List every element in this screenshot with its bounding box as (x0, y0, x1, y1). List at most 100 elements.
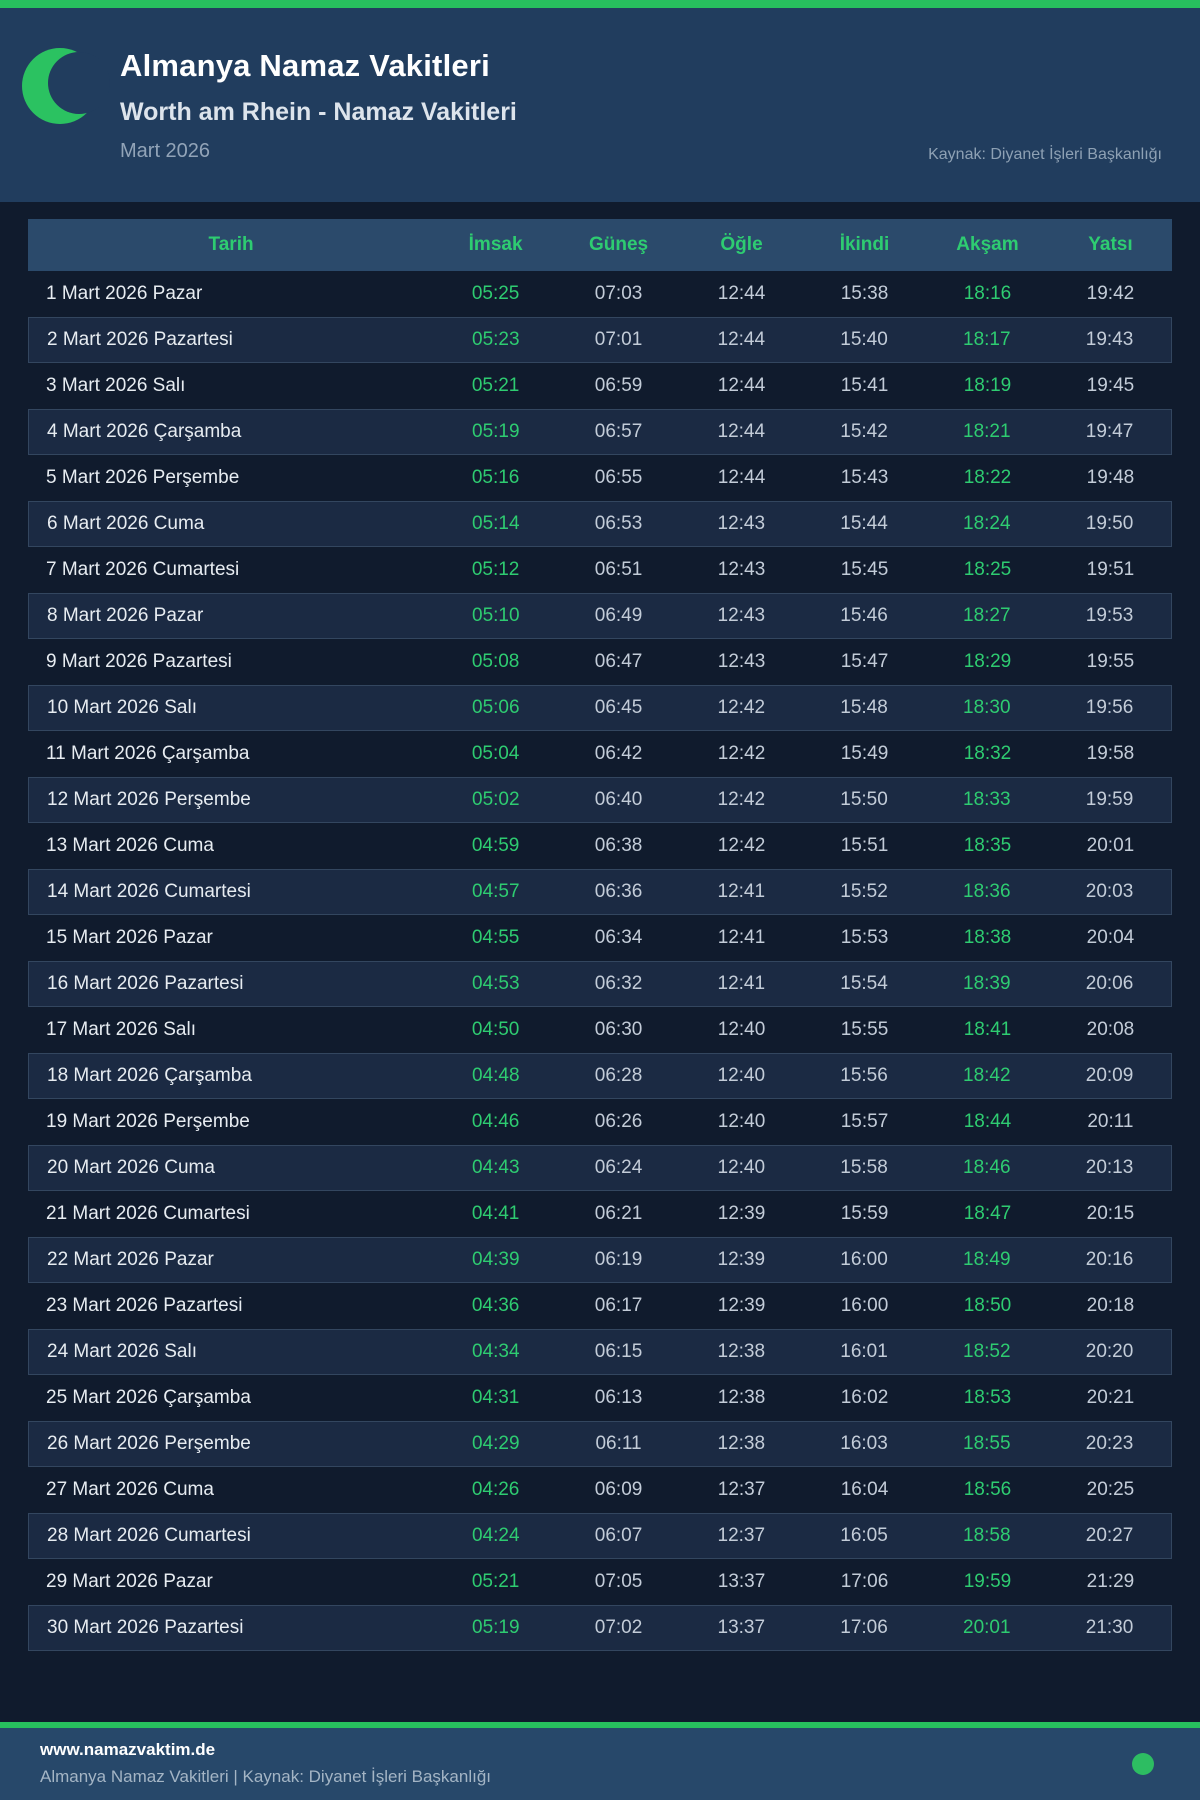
date-cell: 15 Mart 2026 Pazar (46, 927, 213, 948)
imsak-time-cell: 04:41 (471, 1203, 520, 1224)
imsak-time-cell: 04:24 (472, 1525, 520, 1546)
location-subtitle: Worth am Rhein - Namaz Vakitleri (120, 98, 517, 126)
yatsi-time-cell: 20:13 (1085, 1157, 1134, 1178)
yatsi-time-cell: 20:18 (1086, 1295, 1135, 1316)
ikindi-time-cell: 15:38 (840, 283, 889, 304)
ogle-time-cell: 12:41 (717, 973, 766, 994)
table-row: 27 Mart 2026 Cuma 04:26 06:09 12:37 16:04 18:… (28, 1467, 1172, 1513)
gunes-time-cell: 06:59 (594, 375, 643, 396)
date-cell: 9 Mart 2026 Pazartesi (46, 651, 232, 672)
date-cell: 30 Mart 2026 Pazartesi (47, 1617, 244, 1638)
yatsi-time-cell: 20:27 (1085, 1525, 1134, 1546)
gunes-time-cell: 06:45 (594, 697, 643, 718)
aksam-time-cell: 18:46 (963, 1157, 1011, 1178)
table-row: 21 Mart 2026 Cumartesi 04:41 06:21 12:39 15:… (28, 1191, 1172, 1237)
imsak-time-cell: 05:21 (471, 1571, 520, 1592)
top-accent-bar (0, 0, 1200, 8)
imsak-time-cell: 04:39 (472, 1249, 520, 1270)
ogle-time-cell: 12:42 (717, 789, 766, 810)
column-header-ikindi: İkindi (839, 234, 890, 255)
page-title: Almanya Namaz Vakitleri (120, 48, 490, 83)
date-cell: 18 Mart 2026 Çarşamba (47, 1065, 252, 1086)
yatsi-time-cell: 19:55 (1086, 651, 1135, 672)
table-row: 1 Mart 2026 Pazar 05:25 07:03 12:44 15:38 18:… (28, 271, 1172, 317)
ikindi-time-cell: 15:45 (840, 559, 889, 580)
ikindi-time-cell: 16:02 (840, 1387, 889, 1408)
yatsi-time-cell: 20:03 (1085, 881, 1134, 902)
table-row: 15 Mart 2026 Pazar 04:55 06:34 12:41 15:53 18… (28, 915, 1172, 961)
aksam-time-cell: 18:24 (963, 513, 1011, 534)
yatsi-time-cell: 20:15 (1086, 1203, 1135, 1224)
ogle-time-cell: 12:38 (717, 1341, 766, 1362)
column-header-gunes: Güneş (589, 234, 649, 255)
imsak-time-cell: 04:50 (471, 1019, 520, 1040)
imsak-time-cell: 04:46 (471, 1111, 520, 1132)
table-row: 5 Mart 2026 Perşembe 05:16 06:55 12:44 15:43… (28, 455, 1172, 501)
yatsi-time-cell: 20:04 (1086, 927, 1135, 948)
ogle-time-cell: 12:37 (717, 1525, 766, 1546)
table-row: 25 Mart 2026 Çarşamba 04:31 06:13 12:38 16:0… (28, 1375, 1172, 1421)
ikindi-time-cell: 15:59 (840, 1203, 889, 1224)
table-row: 12 Mart 2026 Perşembe 05:02 06:40 12:42 15:5… (28, 777, 1172, 823)
date-cell: 7 Mart 2026 Cumartesi (46, 559, 240, 580)
table-row: 24 Mart 2026 Salı 04:34 06:15 12:38 16:01 18:… (28, 1329, 1172, 1375)
yatsi-time-cell: 19:51 (1086, 559, 1135, 580)
ikindi-time-cell: 15:40 (840, 329, 888, 350)
website-url: www.namazvaktim.de (40, 1740, 216, 1759)
aksam-time-cell: 18:29 (963, 651, 1012, 672)
date-cell: 19 Mart 2026 Perşembe (46, 1111, 250, 1132)
gunes-time-cell: 06:30 (594, 1019, 643, 1040)
aksam-time-cell: 18:53 (963, 1387, 1012, 1408)
imsak-time-cell: 05:16 (471, 467, 520, 488)
yatsi-time-cell: 19:50 (1085, 513, 1134, 534)
imsak-time-cell: 05:14 (472, 513, 520, 534)
table-row: 19 Mart 2026 Perşembe 04:46 06:26 12:40 15:5… (28, 1099, 1172, 1145)
page-footer: www.namazvaktim.de Almanya Namaz Vakitle… (0, 1728, 1200, 1800)
aksam-time-cell: 18:41 (963, 1019, 1012, 1040)
gunes-time-cell: 06:13 (594, 1387, 643, 1408)
ikindi-time-cell: 15:57 (840, 1111, 889, 1132)
yatsi-time-cell: 19:59 (1085, 789, 1134, 810)
column-header-imsak: İmsak (468, 234, 523, 255)
aksam-time-cell: 18:30 (963, 697, 1011, 718)
ogle-time-cell: 12:39 (717, 1295, 766, 1316)
footer-tagline: Almanya Namaz Vakitleri | Kaynak: Diyane… (40, 1767, 492, 1786)
imsak-time-cell: 05:12 (471, 559, 520, 580)
table-row: 14 Mart 2026 Cumartesi 04:57 06:36 12:41 15:… (28, 869, 1172, 915)
ikindi-time-cell: 16:04 (840, 1479, 889, 1500)
gunes-time-cell: 06:26 (594, 1111, 643, 1132)
ikindi-time-cell: 16:00 (840, 1295, 889, 1316)
imsak-time-cell: 04:34 (472, 1341, 520, 1362)
ogle-time-cell: 12:44 (717, 421, 766, 442)
ogle-time-cell: 13:37 (717, 1571, 766, 1592)
date-cell: 11 Mart 2026 Çarşamba (46, 743, 250, 764)
aksam-time-cell: 18:19 (963, 375, 1012, 396)
ogle-time-cell: 12:44 (717, 375, 766, 396)
ikindi-time-cell: 17:06 (840, 1571, 889, 1592)
ikindi-time-cell: 16:00 (840, 1249, 888, 1270)
yatsi-time-cell: 21:30 (1085, 1617, 1134, 1638)
table-row: 29 Mart 2026 Pazar 05:21 07:05 13:37 17:06 19… (28, 1559, 1172, 1605)
aksam-time-cell: 18:50 (963, 1295, 1012, 1316)
ogle-time-cell: 12:38 (717, 1433, 766, 1454)
date-cell: 3 Mart 2026 Salı (46, 375, 186, 396)
gunes-time-cell: 06:53 (594, 513, 643, 534)
ogle-time-cell: 12:40 (717, 1157, 766, 1178)
aksam-time-cell: 18:17 (963, 329, 1011, 350)
table-row: 22 Mart 2026 Pazar 04:39 06:19 12:39 16:00 18… (28, 1237, 1172, 1283)
ogle-time-cell: 12:42 (717, 697, 766, 718)
ikindi-time-cell: 15:41 (840, 375, 889, 396)
aksam-time-cell: 18:16 (963, 283, 1012, 304)
ogle-time-cell: 12:41 (717, 881, 766, 902)
date-cell: 10 Mart 2026 Salı (47, 697, 197, 718)
ikindi-time-cell: 15:48 (840, 697, 888, 718)
date-cell: 13 Mart 2026 Cuma (46, 835, 214, 856)
aksam-time-cell: 18:49 (963, 1249, 1011, 1270)
aksam-time-cell: 20:01 (963, 1617, 1011, 1638)
date-cell: 24 Mart 2026 Salı (47, 1341, 197, 1362)
table-row: 23 Mart 2026 Pazartesi 04:36 06:17 12:39 16:… (28, 1283, 1172, 1329)
date-cell: 6 Mart 2026 Cuma (47, 513, 205, 534)
ogle-time-cell: 12:38 (717, 1387, 766, 1408)
gunes-time-cell: 06:51 (594, 559, 643, 580)
ikindi-time-cell: 15:50 (840, 789, 888, 810)
